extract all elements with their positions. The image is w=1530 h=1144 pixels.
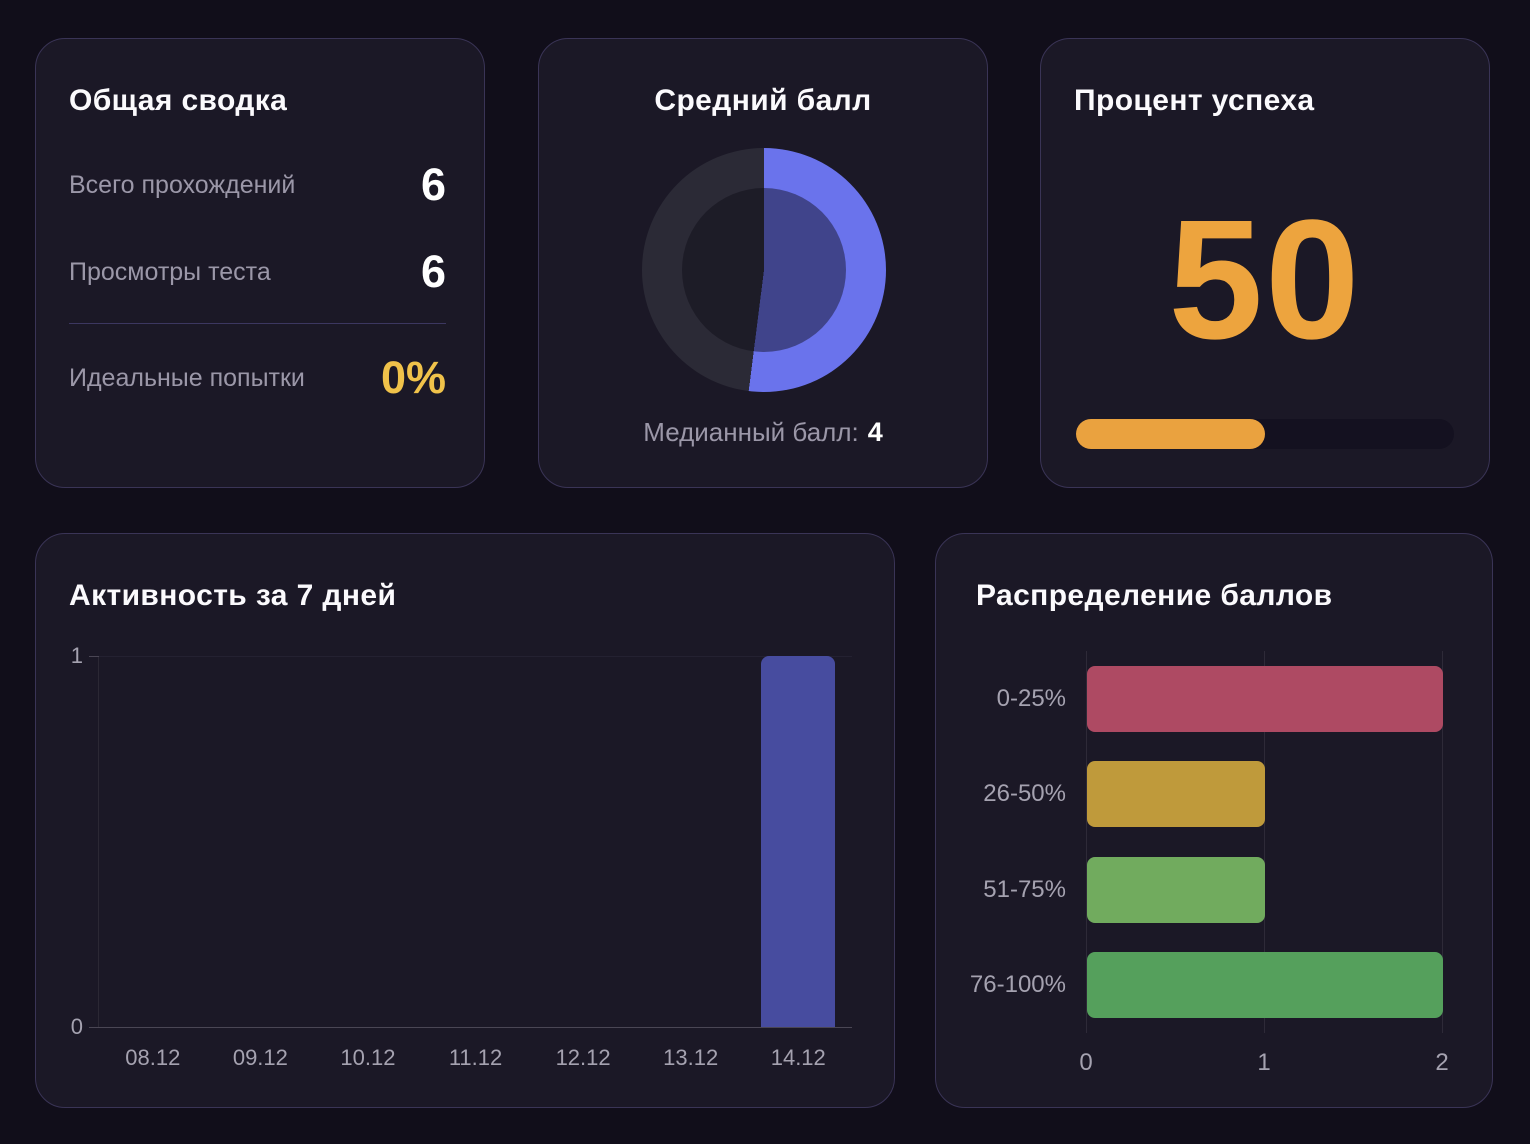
category-label-26-50%: 26-50% bbox=[983, 780, 1066, 808]
summary-card: Общая сводка Всего прохождений 6 Просмот… bbox=[35, 38, 485, 488]
success-rate-title: Процент успеха bbox=[1074, 84, 1315, 117]
distribution-bar-51-75% bbox=[1087, 856, 1265, 923]
stat-row-test-views: Просмотры теста 6 bbox=[69, 244, 446, 300]
activity-title: Активность за 7 дней bbox=[69, 579, 397, 612]
category-label-76-100%: 76-100% bbox=[969, 971, 1066, 999]
success-progress-fill bbox=[1076, 419, 1265, 449]
donut-inner-overlay bbox=[682, 188, 846, 352]
category-label-51-75%: 51-75% bbox=[983, 875, 1066, 903]
success-rate-value: 50 bbox=[1168, 185, 1362, 375]
activity-bar-14.12 bbox=[761, 656, 836, 1027]
average-score-card: Средний балл Медианный балл: 4 bbox=[538, 38, 988, 488]
total-attempts-value: 6 bbox=[420, 159, 446, 210]
x-tick-label-10.12: 10.12 bbox=[340, 1045, 396, 1070]
total-attempts-label: Всего прохождений bbox=[69, 170, 296, 199]
x-tick-label-0: 0 bbox=[1079, 1049, 1093, 1076]
median-score-value: 4 bbox=[867, 417, 883, 447]
y-tick-1 bbox=[89, 655, 99, 657]
average-score-donut bbox=[642, 148, 886, 392]
test-views-label: Просмотры теста bbox=[69, 257, 271, 286]
median-score-caption: Медианный балл: 4 bbox=[539, 417, 987, 448]
x-tick-label-1: 1 bbox=[1257, 1049, 1271, 1076]
distribution-card: Распределение баллов 0 1 2 0-25% 26-50% 51-75… bbox=[935, 533, 1493, 1108]
x-tick-label-14.12: 14.12 bbox=[770, 1045, 826, 1070]
perfect-attempts-label: Идеальные попытки bbox=[69, 363, 305, 392]
activity-card: Активность за 7 дней 0 1 08.12 09.12 10.12 11… bbox=[35, 533, 895, 1108]
distribution-bar-26-50% bbox=[1087, 761, 1265, 828]
distribution-bar-76-100% bbox=[1087, 952, 1443, 1019]
stat-row-total-attempts: Всего прохождений 6 bbox=[69, 157, 446, 213]
x-tick-label-08.12: 08.12 bbox=[125, 1045, 181, 1070]
success-progress-track bbox=[1076, 419, 1454, 449]
x-tick-label-09.12: 09.12 bbox=[232, 1045, 288, 1070]
distribution-plot: 0 1 2 0-25% 26-50% 51-75% 76-100% bbox=[970, 651, 1449, 1076]
stat-row-perfect-attempts: Идеальные попытки 0% bbox=[69, 349, 446, 407]
summary-card-title: Общая сводка bbox=[69, 84, 288, 117]
x-tick-label-12.12: 12.12 bbox=[555, 1045, 611, 1070]
category-label-0-25%: 0-25% bbox=[996, 684, 1066, 712]
activity-x-axis-labels: 08.12 09.12 10.12 11.12 12.12 13.12 14.12 bbox=[99, 1045, 852, 1071]
summary-divider bbox=[69, 323, 446, 324]
y-tick-label-1: 1 bbox=[70, 643, 83, 668]
distribution-title: Распределение баллов bbox=[976, 579, 1333, 612]
x-tick-label-2: 2 bbox=[1435, 1049, 1449, 1076]
gridline-x-1 bbox=[1263, 651, 1265, 1033]
y-tick-label-0: 0 bbox=[70, 1014, 83, 1039]
median-score-label: Медианный балл: bbox=[643, 417, 859, 447]
distribution-bar-0-25% bbox=[1087, 665, 1443, 732]
success-rate-card: Процент успеха 50 bbox=[1040, 38, 1490, 488]
y-tick-0 bbox=[89, 1026, 99, 1028]
x-tick-label-11.12: 11.12 bbox=[448, 1045, 503, 1070]
gridline-y-1 bbox=[99, 655, 852, 657]
x-tick-label-13.12: 13.12 bbox=[663, 1045, 719, 1070]
average-score-title: Средний балл bbox=[654, 84, 872, 117]
activity-plot: 0 1 08.12 09.12 10.12 11.12 12.12 13.12 14.12 bbox=[71, 644, 852, 1070]
gridline-x-2 bbox=[1441, 651, 1443, 1033]
gridline-x-0 bbox=[1085, 651, 1087, 1033]
test-views-value: 6 bbox=[420, 246, 446, 297]
perfect-attempts-value: 0% bbox=[380, 352, 446, 403]
